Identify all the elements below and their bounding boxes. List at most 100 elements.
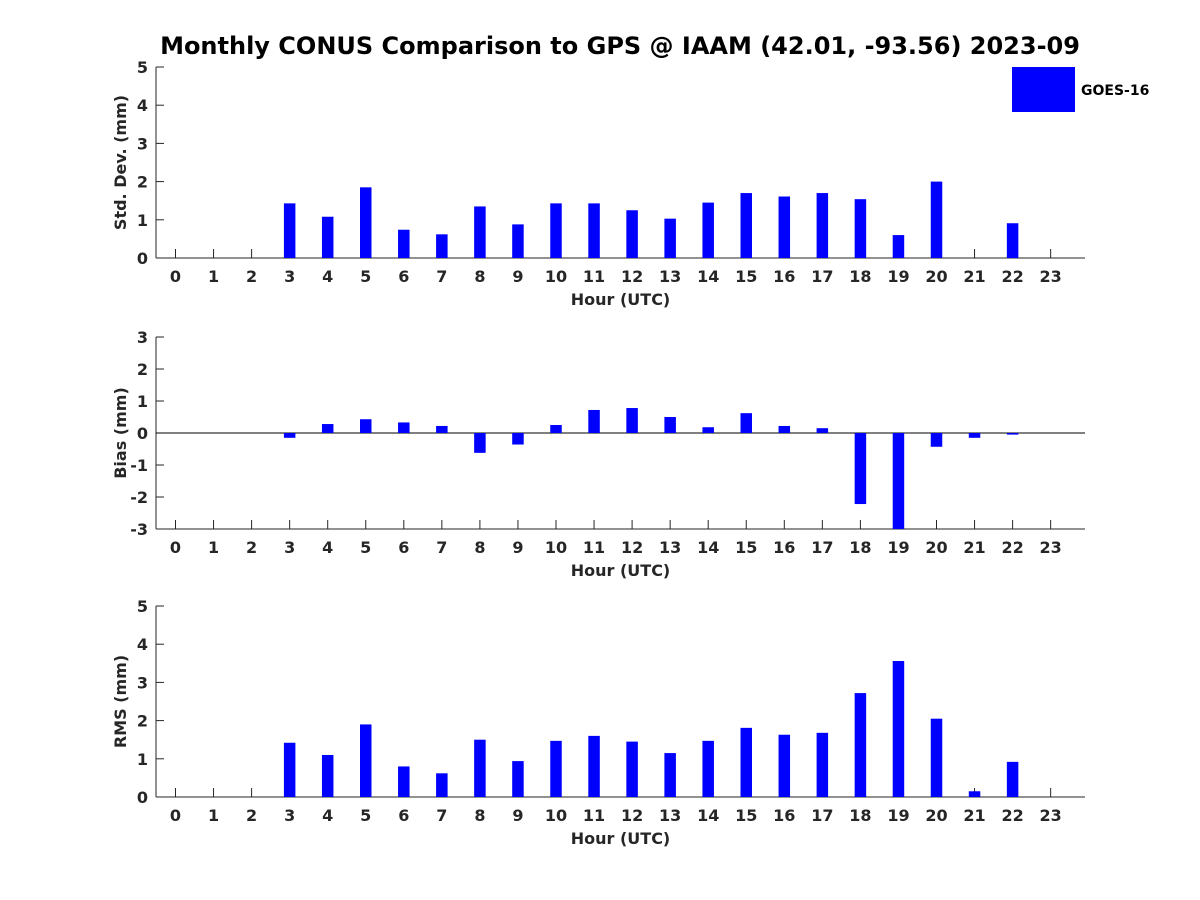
y-tick-label: 5 [137, 597, 148, 616]
bar-hour-14 [702, 740, 714, 797]
bar-hour-5 [360, 724, 372, 797]
x-tick-label: 5 [360, 806, 371, 825]
x-axis-label: Hour (UTC) [571, 561, 671, 580]
x-tick-label: 20 [925, 267, 947, 286]
x-tick-label: 14 [697, 806, 719, 825]
y-tick-label: 3 [137, 134, 148, 153]
bar-hour-13 [664, 417, 676, 433]
y-tick-label: 1 [137, 750, 148, 769]
bar-hour-9 [512, 761, 524, 797]
x-tick-label: 18 [849, 267, 871, 286]
bar-hour-3 [283, 203, 296, 258]
x-tick-label: 6 [398, 806, 409, 825]
bar-hour-8 [474, 739, 486, 797]
x-tick-label: 3 [284, 538, 295, 557]
bar-hour-4 [321, 216, 334, 258]
bar-hour-17 [816, 732, 829, 797]
x-axis-label: Hour (UTC) [571, 829, 671, 848]
x-tick-label: 19 [887, 806, 909, 825]
x-tick-label: 5 [360, 538, 371, 557]
x-tick-label: 7 [436, 806, 447, 825]
x-tick-label: 6 [398, 267, 409, 286]
bar-hour-18 [854, 199, 867, 258]
bar-hour-20 [930, 181, 943, 258]
bar-hour-14 [702, 427, 714, 433]
y-tick-label: 3 [137, 673, 148, 692]
bar-hour-6 [398, 229, 410, 258]
bar-hour-6 [398, 422, 410, 433]
y-axis-label: Bias (mm) [111, 387, 130, 479]
x-tick-label: 9 [512, 267, 523, 286]
bar-hour-13 [664, 753, 676, 797]
x-tick-label: 2 [246, 267, 257, 286]
x-tick-label: 13 [659, 267, 681, 286]
legend: GOES-16 [1012, 67, 1149, 112]
x-tick-label: 19 [887, 538, 909, 557]
x-tick-label: 12 [621, 267, 643, 286]
x-tick-label: 16 [773, 806, 795, 825]
x-tick-label: 3 [284, 806, 295, 825]
y-tick-label: 5 [137, 58, 148, 77]
x-tick-label: 22 [1001, 267, 1023, 286]
x-tick-label: 17 [811, 267, 833, 286]
bar-hour-11 [588, 735, 600, 797]
x-tick-label: 9 [512, 806, 523, 825]
bar-hour-19 [892, 661, 905, 797]
x-tick-label: 15 [735, 806, 757, 825]
x-tick-label: 14 [697, 538, 719, 557]
x-tick-label: 0 [170, 267, 181, 286]
x-tick-label: 22 [1001, 538, 1023, 557]
x-tick-label: 10 [545, 806, 567, 825]
bar-hour-15 [740, 727, 752, 797]
bar-hour-12 [626, 210, 638, 258]
bar-hour-20 [930, 718, 943, 797]
legend-swatch [1012, 67, 1075, 112]
x-tick-label: 13 [659, 538, 681, 557]
bar-hour-21 [968, 791, 981, 797]
x-tick-label: 12 [621, 806, 643, 825]
x-tick-label: 18 [849, 806, 871, 825]
x-tick-label: 11 [583, 267, 605, 286]
bar-hour-5 [360, 419, 372, 433]
x-tick-label: 7 [436, 267, 447, 286]
y-tick-label: 1 [137, 392, 148, 411]
x-tick-label: 11 [583, 806, 605, 825]
bar-hour-8 [474, 206, 486, 258]
x-tick-label: 13 [659, 806, 681, 825]
bar-hour-16 [778, 425, 791, 433]
bar-hour-6 [398, 766, 410, 797]
x-axis-label: Hour (UTC) [571, 290, 671, 309]
x-tick-label: 0 [170, 806, 181, 825]
legend-label: GOES-16 [1081, 83, 1149, 99]
bar-hour-18 [854, 433, 867, 505]
x-tick-label: 19 [887, 267, 909, 286]
bar-hour-7 [436, 773, 448, 797]
y-tick-label: 0 [137, 788, 148, 807]
bar-hour-21 [968, 433, 981, 438]
x-tick-label: 8 [474, 806, 485, 825]
x-tick-label: 23 [1040, 538, 1062, 557]
bar-hour-15 [740, 413, 752, 433]
y-tick-label: 0 [137, 424, 148, 443]
bar-hour-17 [816, 428, 829, 433]
x-tick-label: 2 [246, 538, 257, 557]
bar-hour-7 [436, 234, 448, 258]
x-tick-label: 15 [735, 267, 757, 286]
x-tick-label: 10 [545, 538, 567, 557]
bar-hour-18 [854, 693, 867, 797]
bar-hour-16 [778, 196, 791, 258]
bar-hour-9 [512, 224, 524, 258]
x-tick-label: 8 [474, 538, 485, 557]
x-tick-label: 17 [811, 538, 833, 557]
y-axis-label: Std. Dev. (mm) [111, 95, 130, 230]
y-tick-label: -2 [130, 488, 148, 507]
x-tick-label: 21 [963, 538, 985, 557]
x-tick-label: 1 [208, 806, 219, 825]
x-tick-label: 14 [697, 267, 719, 286]
bar-hour-14 [702, 202, 714, 258]
y-tick-label: 4 [137, 635, 148, 654]
bar-hour-12 [626, 408, 638, 433]
x-tick-label: 8 [474, 267, 485, 286]
